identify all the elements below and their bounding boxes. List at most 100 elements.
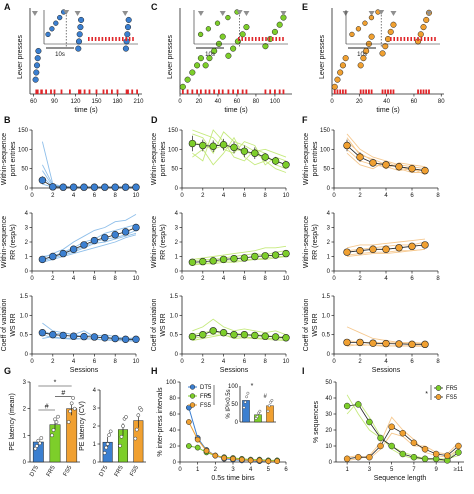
y-tick-label: 4 [327,211,331,217]
subject-point [37,441,42,446]
lever-press-point [197,55,204,62]
legend-swatch-point [435,385,442,391]
reward-tick [60,89,63,94]
legend-swatch-point [189,384,196,390]
mean-point [188,139,197,148]
inset-reward-tick [255,37,257,41]
inset-scale-label: 10s [205,52,215,58]
mean-point [455,449,462,456]
y-tick-label: 150 [18,128,29,134]
y-tick-label: 40 [169,428,176,434]
significance-marker: # [61,390,65,397]
y-tick-label: 1.0 [20,313,29,319]
mean-point [343,248,351,256]
x-tick-label: 2 [51,359,55,365]
x-tick-label: 0 [30,359,34,365]
panel-letter: I [302,366,305,376]
subject-point [39,436,44,440]
inset-y-tick-label: 0 [235,420,239,426]
mean-point [369,339,377,347]
x-tick-label: 9 [435,467,439,473]
y-axis-label: Coeff of variation [1,299,8,352]
y-tick-label: 150 [168,128,179,134]
x-tick-label: 4 [384,359,388,365]
x-tick-label: 6 [410,359,414,365]
mean-point [261,332,269,340]
individual-subject-line [42,164,136,188]
mean-point [38,255,47,264]
inset-reward-tick [108,37,110,41]
panel-letter: C [151,2,158,12]
x-tick-label: 8 [264,359,268,365]
y-tick-label: 0 [173,460,177,466]
mean-line [42,179,136,188]
lever-press-point [35,47,42,55]
mean-point [132,183,140,191]
reward-tick [339,89,342,94]
mean-point [219,329,228,337]
mean-point [343,338,351,347]
x-tick-label: 0 [180,359,184,365]
mean-point [69,245,78,253]
x-tick-label: 3 [231,467,235,473]
x-axis-label: Sequence length [374,475,427,482]
individual-subject-line [192,256,287,266]
subject-point [56,414,60,419]
lever-press-point [33,69,40,76]
series-point [212,452,219,459]
reward-tick [362,89,365,94]
mean-point [382,245,390,253]
mean-point [408,242,416,251]
inset-subject-point [270,398,274,402]
y-tick-label: 1 [25,255,29,261]
session-panel: Coeff of variation WS RR 0 0.5 1.0 1.5 0 2 4 6 8 Se… [303,294,440,374]
x-tick-label: 0 [30,276,34,282]
reward-tick [419,89,422,94]
mean-point [410,439,418,447]
inset-press-point [214,20,221,26]
individual-subject-line [192,334,287,340]
inset-reward-tick [122,37,124,41]
x-tick-label: 210 [133,99,144,105]
mean-point [59,249,67,258]
mean-point [455,442,462,450]
lever-press-point [75,38,83,45]
panel-letter: A [4,2,11,12]
reward-tick [127,89,129,94]
mean-point [251,331,259,340]
reward-tick [236,89,239,94]
y-tick-label: 3 [25,226,29,232]
subject-point [108,429,113,434]
lever-press-point [125,16,132,23]
lever-press-point [360,55,367,62]
inset-press-point [225,14,231,21]
x-tick-label: 60 [234,99,241,105]
subject-point [118,443,122,448]
x-tick-label: 1 [345,467,349,473]
y-axis-label: Lever presses [17,35,24,79]
inset-reward-tick [115,37,117,41]
inset-reward-tick [248,37,250,41]
y-tick-label: 1.5 [170,294,179,300]
inset-reward-tick [241,37,243,41]
inset-press-point [53,20,59,26]
x-tick-label: 20 [356,99,363,105]
lever-press-point [384,36,392,43]
subject-point [104,445,109,450]
x-tick-label: 6 [410,193,414,199]
x-tick-label: 10 [133,276,140,282]
reward-tick [191,89,194,94]
x-category-label: DT5 [29,464,40,477]
x-tick-label: 3 [368,467,372,473]
subject-point [121,424,125,428]
mean-point [388,442,395,450]
reward-tick [365,89,368,94]
reward-tick [359,89,362,94]
inset-subject-point [245,395,249,399]
reward-tick [367,89,370,94]
reward-tick [199,89,202,94]
inset-marker [378,10,385,15]
y-tick-label: 1 [175,255,179,261]
y-tick-label: 2 [25,240,29,246]
inset-press-point [362,20,368,26]
